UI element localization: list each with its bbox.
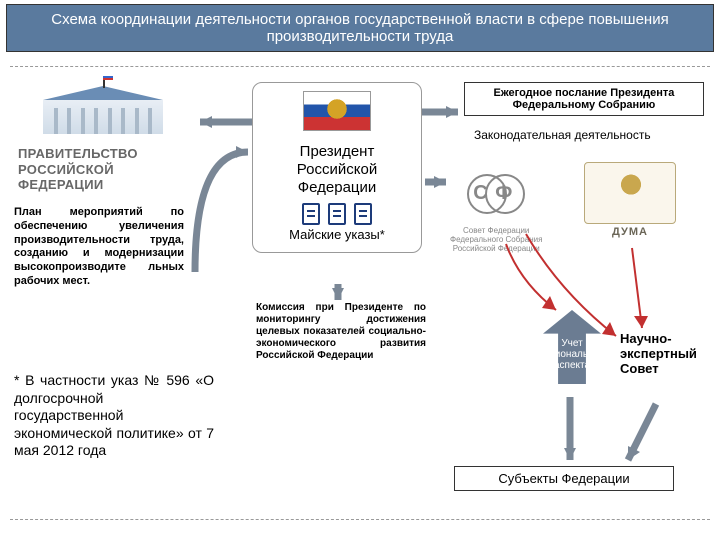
document-icon xyxy=(328,203,346,225)
divider-bottom xyxy=(10,519,710,520)
gov-to-pres xyxy=(195,152,248,272)
duma-icon xyxy=(584,162,676,224)
document-icon xyxy=(302,203,320,225)
footnote: * В частности указ № 596 «О долгосрочной… xyxy=(14,372,214,460)
regional-aspect-arrow: Учет регионального аспекта xyxy=(540,310,604,384)
duma-block: ДУМА xyxy=(570,162,690,238)
commission-text: Комиссия при Президенте по мониторингу д… xyxy=(256,302,426,362)
regional-label: Учет регионального аспекта xyxy=(540,338,604,371)
legislative-label: Законодательная деятельность xyxy=(474,128,704,142)
plan-text: План мероприятий по обеспечению увеличен… xyxy=(14,206,184,289)
sf-caption: Российской Федерации xyxy=(450,244,542,253)
federation-council-icon: С Ф xyxy=(463,170,529,226)
page-title: Схема координации деятельности органов г… xyxy=(6,4,714,52)
sf-to-regional xyxy=(506,244,556,310)
government-label: ПРАВИТЕЛЬСТВО РОССИЙСКОЙ ФЕДЕРАЦИИ xyxy=(18,146,188,193)
council-down xyxy=(628,404,656,460)
sf-caption: Совет Федерации xyxy=(450,226,542,235)
subjects-box: Субъекты Федерации xyxy=(454,466,674,491)
government-icon xyxy=(38,86,168,141)
divider-top xyxy=(10,66,710,67)
federation-council-block: С Ф Совет Федерации Федерального Собрани… xyxy=(450,170,542,253)
may-decrees-label: Майские указы* xyxy=(261,227,413,242)
decree-icons xyxy=(261,203,413,225)
duma-to-council xyxy=(632,248,642,328)
expert-council-label: Научно-экспертный Совет xyxy=(620,332,704,377)
sf-caption: Федерального Собрания xyxy=(450,235,542,244)
president-block: Президент Российской Федерации Майские у… xyxy=(252,82,422,253)
duma-label: ДУМА xyxy=(570,226,690,238)
diagram-canvas: ПРАВИТЕЛЬСТВО РОССИЙСКОЙ ФЕДЕРАЦИИ План … xyxy=(0,52,720,542)
president-title: Президент Российской Федерации xyxy=(261,143,413,197)
annual-address-box: Ежегодное послание Президента Федерально… xyxy=(464,82,704,116)
president-emblem-icon xyxy=(303,91,371,139)
document-icon xyxy=(354,203,372,225)
